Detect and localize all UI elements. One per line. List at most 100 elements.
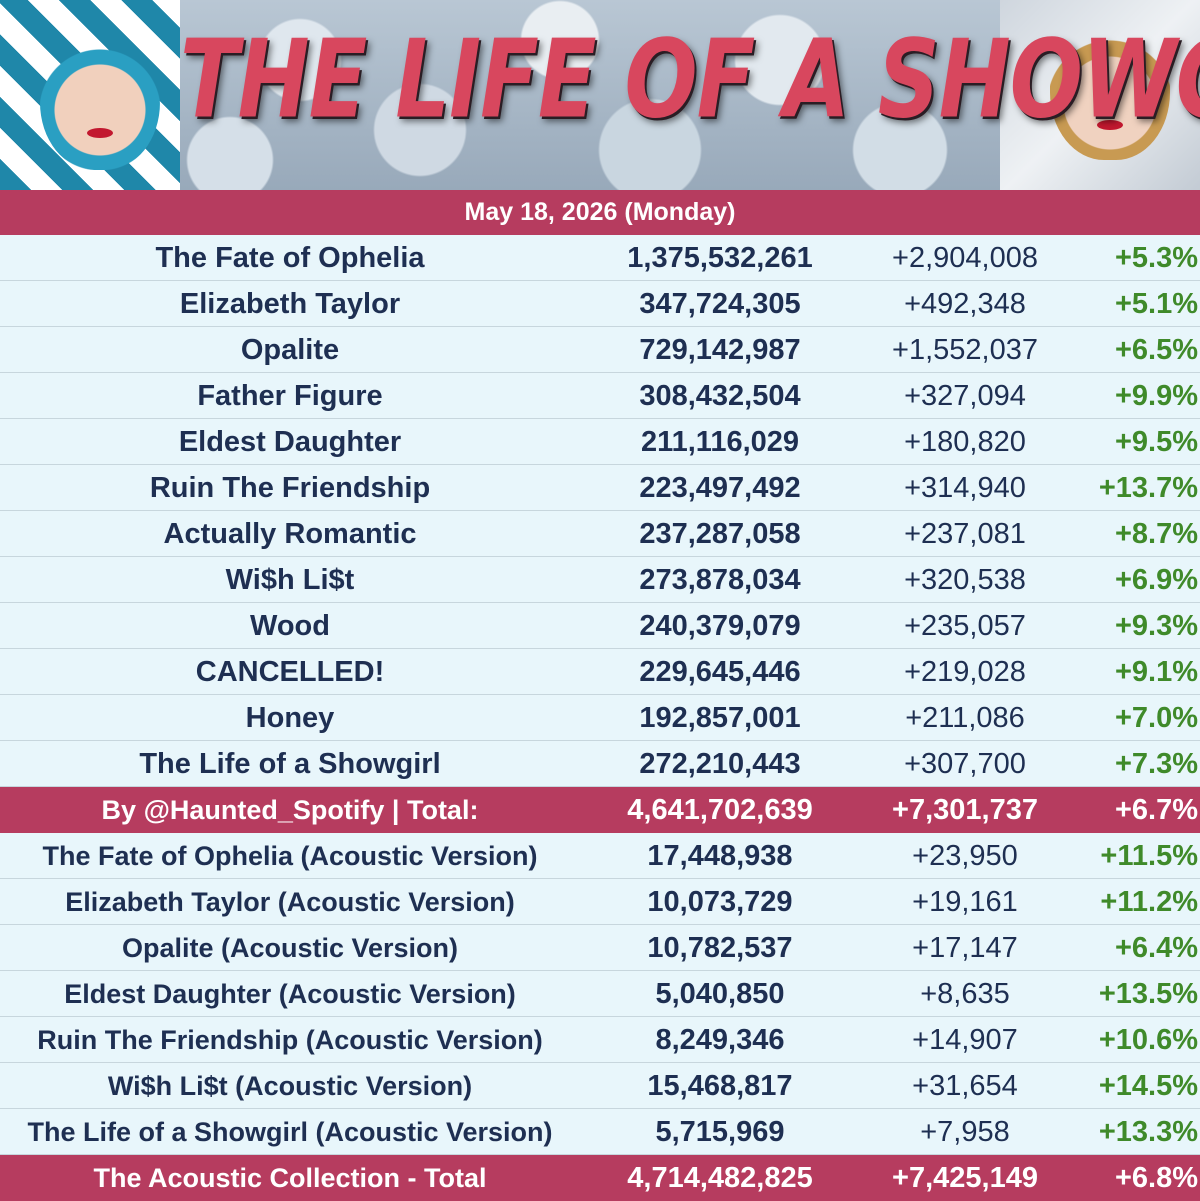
table-row: Wood 240,379,079 +235,057 +9.3% (0, 603, 1200, 649)
daily-streams: +31,654 (912, 1070, 1018, 1102)
table-row: Ruin The Friendship (Acoustic Version) 8… (0, 1017, 1200, 1063)
track-name: Eldest Daughter (Acoustic Version) (64, 979, 516, 1009)
percent-change: +7.3% (1114, 748, 1198, 780)
total-streams: 211,116,029 (640, 426, 800, 458)
track-name: Wi$h Li$t (225, 564, 355, 596)
album-total-streams: 4,641,702,639 (627, 794, 813, 826)
total-streams: 347,724,305 (639, 288, 801, 320)
table-row: Eldest Daughter 211,116,029 +180,820 +9.… (0, 419, 1200, 465)
table-row: Elizabeth Taylor 347,724,305 +492,348 +5… (0, 281, 1200, 327)
percent-change: +6.9% (1114, 564, 1198, 596)
total-streams: 729,142,987 (639, 334, 801, 366)
banner-left-backdrop (0, 0, 180, 190)
total-streams: 192,857,001 (639, 702, 801, 734)
total-streams: 237,287,058 (639, 518, 801, 550)
track-name: CANCELLED! (195, 656, 385, 688)
total-streams: 223,497,492 (639, 472, 801, 504)
track-name: Actually Romantic (163, 518, 417, 550)
right-portrait-lips (1097, 120, 1123, 130)
table-row: The Life of a Showgirl (Acoustic Version… (0, 1109, 1200, 1155)
daily-streams: +492,348 (904, 288, 1026, 320)
total-streams: 272,210,443 (639, 748, 801, 780)
total-streams: 10,782,537 (647, 932, 793, 964)
daily-streams: +327,094 (904, 380, 1026, 412)
percent-change: +5.3% (1114, 242, 1198, 274)
table-row: Eldest Daughter (Acoustic Version) 5,040… (0, 971, 1200, 1017)
album-total-percent: +6.7% (1114, 794, 1198, 826)
table-row: Opalite 729,142,987 +1,552,037 +6.5% (0, 327, 1200, 373)
table-row: Ruin The Friendship 223,497,492 +314,940… (0, 465, 1200, 511)
daily-streams: +219,028 (904, 656, 1026, 688)
total-streams: 229,645,446 (639, 656, 801, 688)
percent-change: +10.6% (1098, 1024, 1198, 1056)
daily-streams: +23,950 (912, 840, 1018, 872)
daily-streams: +307,700 (904, 748, 1026, 780)
table-row: Actually Romantic 237,287,058 +237,081 +… (0, 511, 1200, 557)
percent-change: +13.7% (1098, 472, 1198, 504)
daily-streams: +211,086 (905, 702, 1025, 734)
table-row: The Fate of Ophelia 1,375,532,261 +2,904… (0, 235, 1200, 281)
banner-title: THE LIFE OF A SHOWGIRL (180, 17, 1200, 143)
percent-change: +8.7% (1114, 518, 1198, 550)
track-name: Father Figure (197, 380, 383, 412)
daily-streams: +235,057 (904, 610, 1026, 642)
track-name: Elizabeth Taylor (Acoustic Version) (65, 887, 515, 917)
percent-change: +14.5% (1098, 1070, 1198, 1102)
acoustic-total-row: The Acoustic Collection - Total 4,714,48… (0, 1155, 1200, 1201)
acoustic-total-daily: +7,425,149 (892, 1162, 1038, 1194)
percent-change: +11.5% (1100, 840, 1198, 872)
total-streams: 308,432,504 (639, 380, 801, 412)
track-name: Wood (250, 610, 330, 642)
track-name: Ruin The Friendship (149, 472, 431, 504)
daily-streams: +14,907 (912, 1024, 1018, 1056)
daily-streams: +7,958 (920, 1116, 1010, 1148)
percent-change: +7.0% (1114, 702, 1198, 734)
track-name: Eldest Daughter (178, 426, 402, 458)
banner-right-backdrop (1000, 0, 1200, 190)
acoustic-total-label: The Acoustic Collection - Total (93, 1163, 487, 1193)
daily-streams: +2,904,008 (892, 242, 1038, 274)
percent-change: +9.9% (1114, 380, 1198, 412)
acoustic-total-percent: +6.8% (1114, 1162, 1198, 1194)
left-portrait-image (40, 20, 160, 170)
streams-table: May 18, 2026 (Monday) The Fate of Opheli… (0, 190, 1200, 1201)
percent-change: +5.1% (1114, 288, 1198, 320)
daily-streams: +237,081 (904, 518, 1026, 550)
daily-streams: +8,635 (920, 978, 1010, 1010)
total-streams: 240,379,079 (639, 610, 801, 642)
total-streams: 1,375,532,261 (627, 242, 813, 274)
track-name: Wi$h Li$t (Acoustic Version) (107, 1071, 473, 1101)
track-name: The Life of a Showgirl (Acoustic Version… (27, 1117, 553, 1147)
percent-change: +13.5% (1098, 978, 1198, 1010)
track-name: Opalite (Acoustic Version) (121, 933, 459, 963)
daily-streams: +1,552,037 (892, 334, 1038, 366)
total-streams: 17,448,938 (647, 840, 793, 872)
percent-change: +9.5% (1114, 426, 1198, 458)
total-streams: 5,715,969 (655, 1116, 785, 1148)
track-name: Elizabeth Taylor (179, 288, 401, 320)
date-header: May 18, 2026 (Monday) (0, 190, 1200, 235)
table-row: Honey 192,857,001 +211,086 +7.0% (0, 695, 1200, 741)
percent-change: +6.4% (1114, 932, 1198, 964)
total-streams: 10,073,729 (647, 886, 793, 918)
right-portrait-image (1050, 10, 1170, 160)
total-streams: 8,249,346 (655, 1024, 785, 1056)
track-name: Opalite (240, 334, 340, 366)
total-streams: 273,878,034 (639, 564, 801, 596)
left-portrait-lips (87, 128, 113, 138)
total-streams: 15,468,817 (647, 1070, 793, 1102)
album-total-daily: +7,301,737 (892, 794, 1038, 826)
album-total-row: By @Haunted_Spotify | Total: 4,641,702,6… (0, 787, 1200, 833)
percent-change: +9.1% (1114, 656, 1198, 688)
track-name: Ruin The Friendship (Acoustic Version) (37, 1025, 543, 1055)
track-name: The Fate of Ophelia (Acoustic Version) (42, 841, 538, 871)
percent-change: +13.3% (1098, 1116, 1198, 1148)
table-row: Father Figure 308,432,504 +327,094 +9.9% (0, 373, 1200, 419)
daily-streams: +180,820 (904, 426, 1026, 458)
percent-change: +6.5% (1114, 334, 1198, 366)
table-row: Opalite (Acoustic Version) 10,782,537 +1… (0, 925, 1200, 971)
percent-change: +9.3% (1114, 610, 1198, 642)
table-row: CANCELLED! 229,645,446 +219,028 +9.1% (0, 649, 1200, 695)
percent-change: +11.2% (1100, 886, 1198, 918)
acoustic-total-streams: 4,714,482,825 (627, 1162, 813, 1194)
